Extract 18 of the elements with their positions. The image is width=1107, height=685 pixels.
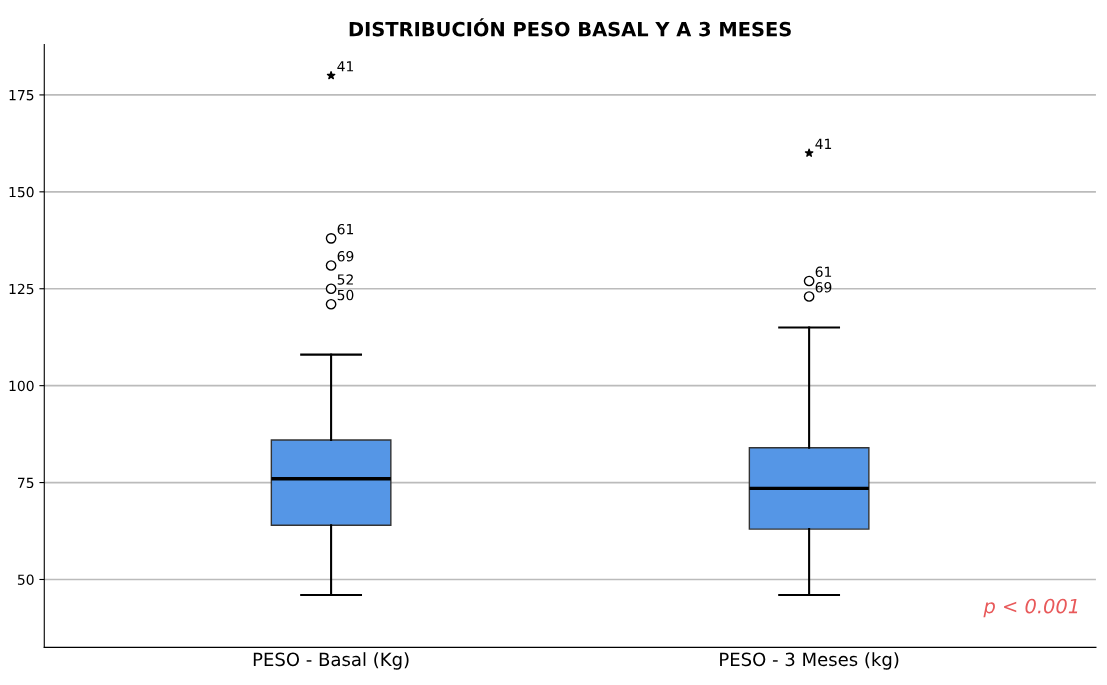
annotation: 61 — [815, 266, 832, 278]
y-tick-label: 75 — [18, 477, 34, 489]
x-tick-label: PESO - Basal (Kg) — [253, 652, 409, 670]
annotation: 41 — [815, 138, 832, 149]
annotation: 41 — [337, 61, 354, 72]
annotation: 69 — [815, 282, 832, 293]
annotation: 52 — [337, 274, 353, 285]
x-tick-label: PESO - 3 Meses (kg) — [720, 652, 899, 670]
annotation: 50 — [337, 289, 354, 301]
y-tick-label: 100 — [9, 380, 34, 392]
annotation: 61 — [337, 223, 354, 235]
y-tick-label: 150 — [9, 186, 34, 198]
annotation: p < 0.001 — [983, 598, 1078, 618]
chart-title: DISTRIBUCIÓN PESO BASAL Y A 3 MESES — [349, 18, 791, 37]
annotation: 69 — [337, 251, 354, 262]
y-tick-label: 50 — [17, 574, 34, 585]
y-tick-label: 175 — [9, 90, 34, 101]
y-tick-label: 125 — [9, 283, 34, 295]
